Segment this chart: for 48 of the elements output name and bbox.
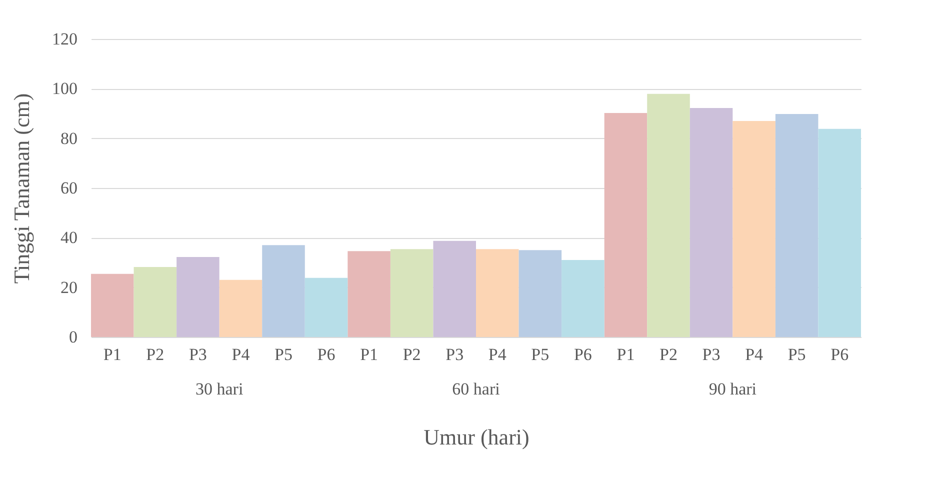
- bar: [518, 250, 562, 337]
- bar: [775, 114, 818, 337]
- bar: [348, 251, 390, 337]
- bar: [604, 113, 648, 337]
- text: P3: [446, 345, 464, 364]
- bar: [390, 249, 434, 337]
- bar: [647, 94, 690, 337]
- bar: [476, 249, 519, 337]
- bar: [304, 278, 348, 337]
- y-tick-label: 0: [69, 328, 78, 346]
- text: P1: [616, 345, 635, 364]
- bar: [433, 240, 476, 337]
- bar: [134, 266, 177, 337]
- y-axis-title: Tinggi Tanaman (cm): [9, 93, 34, 284]
- text: P6: [574, 345, 592, 364]
- series-label: P1: [103, 345, 122, 364]
- x-axis-title: Umur (hari): [424, 424, 530, 450]
- text: P4: [745, 345, 764, 364]
- series-label: P6: [317, 345, 336, 364]
- text: P5: [531, 345, 550, 364]
- series-label: P4: [232, 345, 250, 364]
- y-tick-label: 20: [60, 278, 78, 297]
- bar: [818, 128, 861, 337]
- text: P4: [488, 345, 506, 364]
- y-tick-label: 60: [60, 178, 78, 198]
- bar: [91, 274, 134, 337]
- bar: [262, 245, 305, 337]
- bar: [176, 257, 220, 337]
- y-tick-label: 120: [52, 30, 78, 48]
- x-tick-label: 90 hari: [708, 380, 757, 398]
- y-tick-label: 80: [60, 128, 78, 148]
- bar: [219, 280, 262, 337]
- bar: [732, 120, 776, 337]
- series-label: P2: [146, 345, 164, 364]
- series-label: P5: [274, 345, 292, 364]
- series-label: P3: [188, 345, 207, 364]
- text: P5: [788, 345, 806, 364]
- text: P3: [702, 345, 720, 364]
- x-tick-label: 60 hari: [452, 380, 500, 398]
- bar: [562, 260, 604, 337]
- y-tick-label: 40: [60, 228, 78, 248]
- text: P2: [660, 345, 678, 364]
- text: P2: [402, 345, 421, 364]
- y-tick-label: 100: [52, 79, 78, 98]
- text: P1: [360, 345, 378, 364]
- text: P6: [830, 345, 849, 364]
- x-tick-label: 30 hari: [195, 380, 244, 398]
- bar: [690, 108, 733, 337]
